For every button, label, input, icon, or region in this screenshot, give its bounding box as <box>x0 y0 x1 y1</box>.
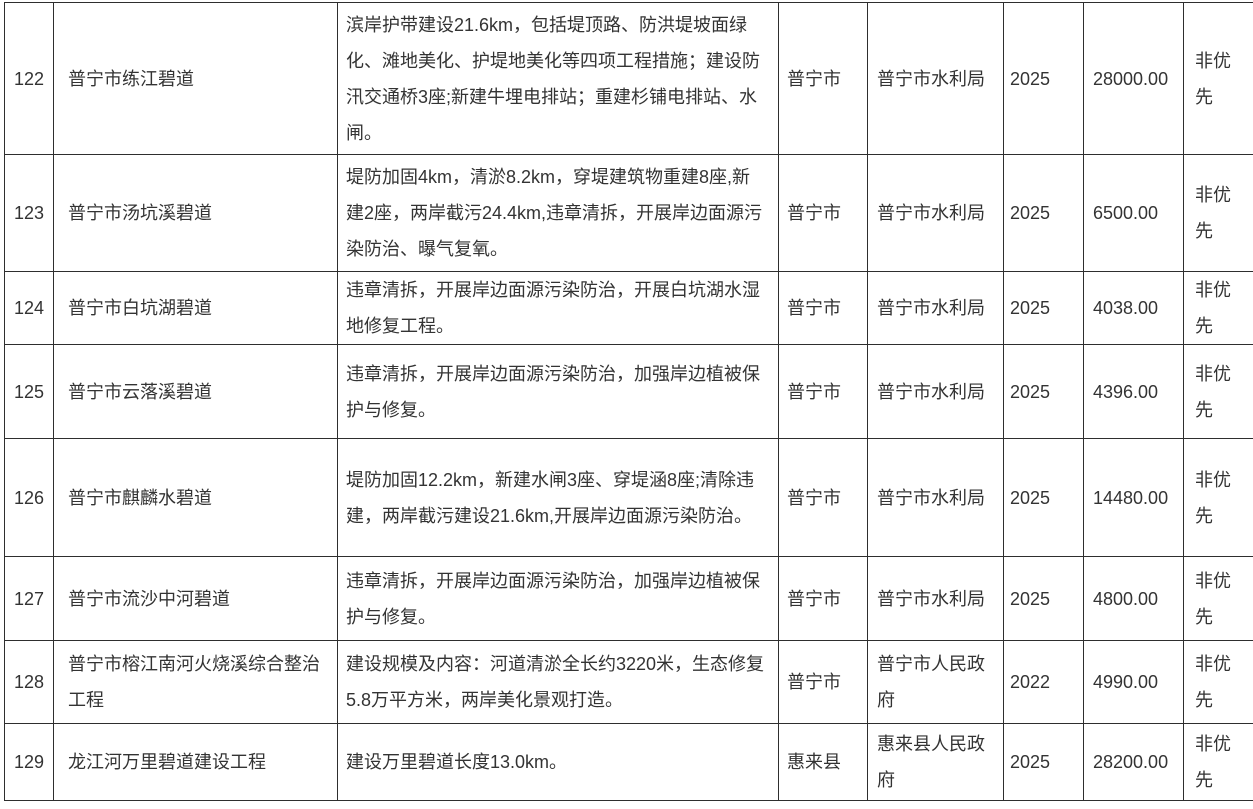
cell-row-number: 128 <box>5 641 54 724</box>
cell-amount: 28000.00 <box>1084 3 1184 155</box>
table-row: 127 普宁市流沙中河碧道 违章清拆，开展岸边面源污染防治，加强岸边植被保护与修… <box>5 557 1253 641</box>
cell-year: 2025 <box>1004 724 1084 801</box>
cell-amount: 4990.00 <box>1084 641 1184 724</box>
cell-priority: 非优先 <box>1184 724 1253 801</box>
cell-year: 2025 <box>1004 345 1084 439</box>
cell-city: 普宁市 <box>779 641 868 724</box>
cell-priority: 非优先 <box>1184 557 1253 641</box>
cell-city: 普宁市 <box>779 272 868 345</box>
cell-city: 惠来县 <box>779 724 868 801</box>
cell-year: 2025 <box>1004 3 1084 155</box>
cell-description: 堤防加固12.2km，新建水闸3座、穿堤涵8座;清除违建，两岸截污建设21.6k… <box>338 439 779 557</box>
cell-description: 建设规模及内容：河道清淤全长约3220米，生态修复5.8万平方米，两岸美化景观打… <box>338 641 779 724</box>
cell-row-number: 122 <box>5 3 54 155</box>
cell-project-name: 普宁市榕江南河火烧溪综合整治工程 <box>54 641 338 724</box>
cell-amount: 4038.00 <box>1084 272 1184 345</box>
cell-city: 普宁市 <box>779 345 868 439</box>
cell-year: 2025 <box>1004 272 1084 345</box>
cell-description: 违章清拆，开展岸边面源污染防治，开展白坑湖水湿地修复工程。 <box>338 272 779 345</box>
cell-description: 滨岸护带建设21.6km，包括堤顶路、防洪堤坡面绿化、滩地美化、护堤地美化等四项… <box>338 3 779 155</box>
projects-table: 122 普宁市练江碧道 滨岸护带建设21.6km，包括堤顶路、防洪堤坡面绿化、滩… <box>4 2 1253 801</box>
cell-agency: 普宁市水利局 <box>868 3 1004 155</box>
table-row: 126 普宁市麒麟水碧道 堤防加固12.2km，新建水闸3座、穿堤涵8座;清除违… <box>5 439 1253 557</box>
table-row: 122 普宁市练江碧道 滨岸护带建设21.6km，包括堤顶路、防洪堤坡面绿化、滩… <box>5 3 1253 155</box>
cell-project-name: 龙江河万里碧道建设工程 <box>54 724 338 801</box>
cell-project-name: 普宁市白坑湖碧道 <box>54 272 338 345</box>
cell-description: 堤防加固4km，清淤8.2km，穿堤建筑物重建8座,新建2座，两岸截污24.4k… <box>338 155 779 272</box>
cell-row-number: 126 <box>5 439 54 557</box>
cell-description: 违章清拆，开展岸边面源污染防治，加强岸边植被保护与修复。 <box>338 345 779 439</box>
cell-amount: 4396.00 <box>1084 345 1184 439</box>
table-row: 129 龙江河万里碧道建设工程 建设万里碧道长度13.0km。 惠来县 惠来县人… <box>5 724 1253 801</box>
cell-project-name: 普宁市汤坑溪碧道 <box>54 155 338 272</box>
cell-agency: 普宁市水利局 <box>868 345 1004 439</box>
cell-amount: 4800.00 <box>1084 557 1184 641</box>
cell-row-number: 127 <box>5 557 54 641</box>
cell-agency: 普宁市水利局 <box>868 272 1004 345</box>
cell-row-number: 125 <box>5 345 54 439</box>
cell-priority: 非优先 <box>1184 439 1253 557</box>
cell-row-number: 129 <box>5 724 54 801</box>
cell-year: 2022 <box>1004 641 1084 724</box>
cell-priority: 非优先 <box>1184 345 1253 439</box>
table-row: 123 普宁市汤坑溪碧道 堤防加固4km，清淤8.2km，穿堤建筑物重建8座,新… <box>5 155 1253 272</box>
table-row: 128 普宁市榕江南河火烧溪综合整治工程 建设规模及内容：河道清淤全长约3220… <box>5 641 1253 724</box>
cell-city: 普宁市 <box>779 557 868 641</box>
cell-description: 建设万里碧道长度13.0km。 <box>338 724 779 801</box>
cell-year: 2025 <box>1004 155 1084 272</box>
cell-agency: 普宁市人民政府 <box>868 641 1004 724</box>
cell-city: 普宁市 <box>779 155 868 272</box>
cell-year: 2025 <box>1004 439 1084 557</box>
table-row: 125 普宁市云落溪碧道 违章清拆，开展岸边面源污染防治，加强岸边植被保护与修复… <box>5 345 1253 439</box>
cell-city: 普宁市 <box>779 439 868 557</box>
cell-amount: 14480.00 <box>1084 439 1184 557</box>
cell-row-number: 124 <box>5 272 54 345</box>
cell-description: 违章清拆，开展岸边面源污染防治，加强岸边植被保护与修复。 <box>338 557 779 641</box>
cell-project-name: 普宁市云落溪碧道 <box>54 345 338 439</box>
cell-amount: 28200.00 <box>1084 724 1184 801</box>
cell-project-name: 普宁市练江碧道 <box>54 3 338 155</box>
cell-priority: 非优先 <box>1184 3 1253 155</box>
cell-priority: 非优先 <box>1184 272 1253 345</box>
cell-priority: 非优先 <box>1184 641 1253 724</box>
cell-row-number: 123 <box>5 155 54 272</box>
table-row: 124 普宁市白坑湖碧道 违章清拆，开展岸边面源污染防治，开展白坑湖水湿地修复工… <box>5 272 1253 345</box>
cell-agency: 普宁市水利局 <box>868 557 1004 641</box>
cell-priority: 非优先 <box>1184 155 1253 272</box>
cell-year: 2025 <box>1004 557 1084 641</box>
cell-agency: 惠来县人民政府 <box>868 724 1004 801</box>
cell-city: 普宁市 <box>779 3 868 155</box>
cell-agency: 普宁市水利局 <box>868 439 1004 557</box>
cell-project-name: 普宁市麒麟水碧道 <box>54 439 338 557</box>
cell-amount: 6500.00 <box>1084 155 1184 272</box>
cell-project-name: 普宁市流沙中河碧道 <box>54 557 338 641</box>
cell-agency: 普宁市水利局 <box>868 155 1004 272</box>
